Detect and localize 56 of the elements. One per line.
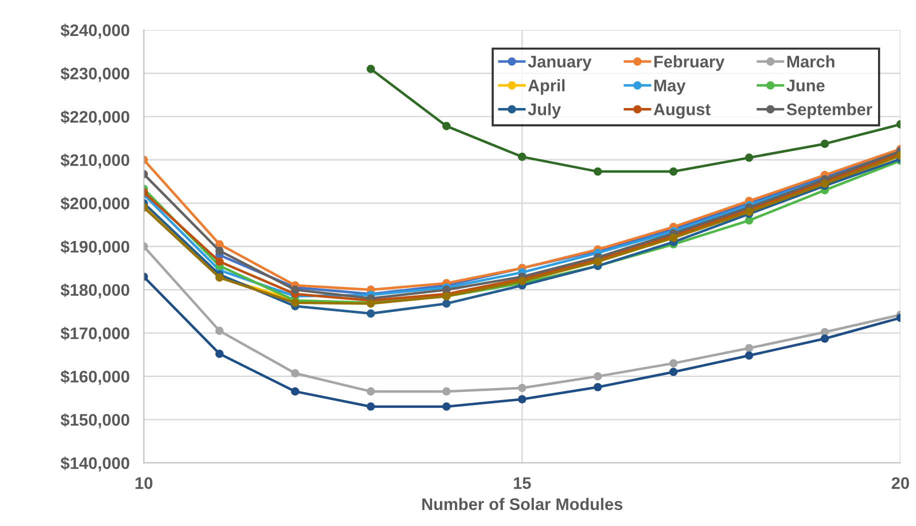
y-tick-label: $170,000 (60, 326, 130, 342)
point (290, 369, 300, 378)
y-tick-label: $190,000 (60, 240, 130, 256)
y-tick-label: $140,000 (60, 456, 130, 472)
y-tick-label: $200,000 (60, 196, 130, 212)
point (820, 140, 829, 148)
point (366, 64, 375, 74)
point (366, 387, 375, 396)
point (442, 286, 451, 294)
legend-label: March (787, 55, 834, 68)
point (744, 344, 754, 352)
point (215, 246, 224, 255)
point (215, 257, 224, 266)
point (744, 351, 754, 360)
y-tick-label: $210,000 (60, 154, 130, 168)
y-tick-label: $180,000 (60, 283, 130, 298)
point (215, 350, 224, 358)
point (442, 402, 451, 411)
point (290, 286, 300, 294)
point (518, 384, 526, 392)
point (820, 328, 829, 336)
legend-label: June (786, 80, 825, 92)
y-tick-label: $150,000 (60, 413, 130, 428)
point (215, 326, 224, 336)
point (594, 382, 602, 392)
point (594, 167, 602, 176)
legend-label: July (528, 103, 561, 119)
y-tick-label: $240,000 (60, 24, 130, 39)
y-tick-label: $220,000 (60, 110, 130, 126)
legend-label: January (528, 56, 592, 71)
point (442, 122, 451, 130)
point (290, 387, 300, 396)
point (442, 387, 451, 396)
x-tick-label: 20 (892, 477, 910, 490)
legend-label: February (654, 55, 725, 71)
point (290, 298, 300, 307)
point (518, 395, 526, 404)
point (669, 368, 678, 376)
point (744, 154, 754, 162)
legend-label: September (786, 103, 872, 119)
point (594, 372, 602, 380)
point (442, 299, 451, 308)
y-tick-label: $230,000 (60, 66, 130, 82)
point (366, 402, 375, 411)
legend-label: April (528, 79, 564, 95)
point (518, 152, 526, 161)
point (366, 309, 375, 318)
point (669, 167, 678, 176)
legend-label: May (654, 80, 686, 95)
x-axis-title: Number of Solar Modules (422, 498, 622, 510)
legend-label: August (654, 104, 710, 119)
point (669, 359, 678, 368)
x-tick-label: 15 (514, 477, 531, 490)
x-tick-label: 10 (136, 477, 152, 490)
y-tick-label: $160,000 (60, 370, 130, 385)
point (820, 334, 829, 343)
